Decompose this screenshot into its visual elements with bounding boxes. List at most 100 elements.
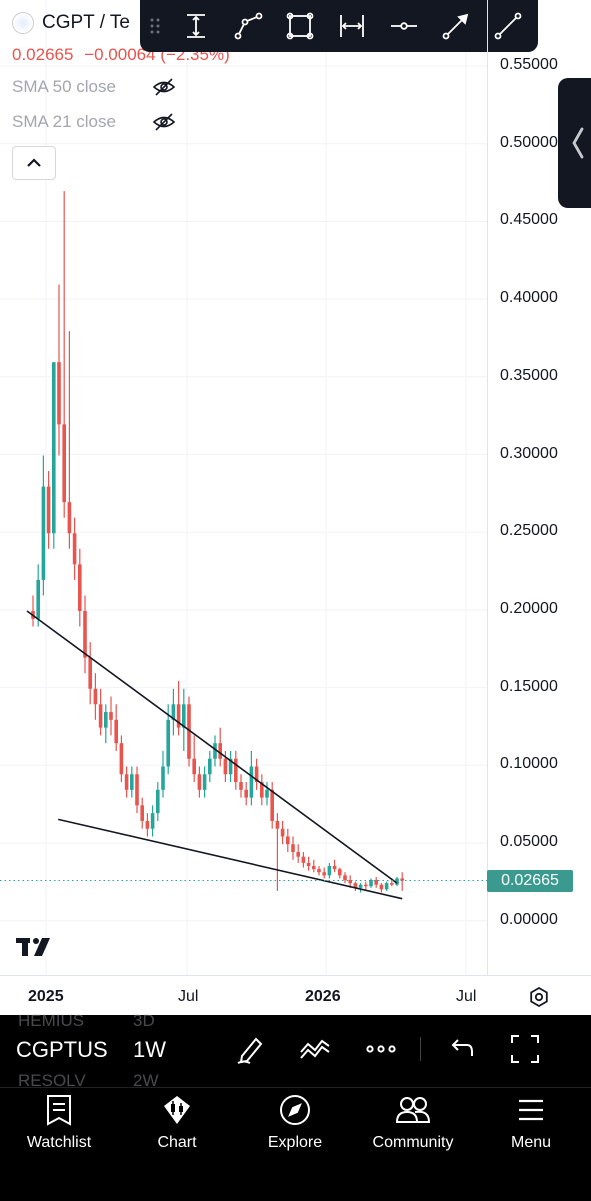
candle-body — [124, 774, 129, 790]
indicator-label: SMA 50 close — [12, 77, 116, 96]
candle-body — [41, 486, 46, 580]
arrow-icon[interactable] — [430, 3, 482, 49]
vertical-range-icon[interactable] — [170, 3, 222, 49]
candle-body — [260, 782, 264, 798]
candle-body — [187, 704, 191, 759]
price-label: 0.20000 — [500, 599, 558, 617]
candle — [327, 862, 332, 879]
candle-body — [327, 866, 332, 876]
indicators-icon[interactable] — [298, 1032, 332, 1066]
settings-gear-icon[interactable] — [528, 986, 550, 1008]
ghost-row-text: 2W — [133, 1071, 159, 1090]
price-label: 0.55000 — [500, 56, 558, 73]
candle — [280, 820, 285, 845]
candle-body — [140, 805, 144, 821]
candle-body — [249, 766, 254, 798]
candle-body — [171, 704, 176, 720]
nav-tab-label: Community — [372, 1134, 454, 1151]
symbol-selector[interactable]: CGPTUS — [16, 1037, 108, 1062]
eye-hidden-icon[interactable] — [152, 77, 176, 97]
candle — [338, 867, 342, 879]
candle-body — [197, 774, 202, 790]
candle-body — [83, 611, 87, 658]
nav-tab-explore[interactable]: Explore — [240, 1094, 350, 1154]
indicator-sma50[interactable]: SMA 50 close — [12, 77, 116, 97]
price-label: 0.45000 — [500, 211, 558, 229]
candle — [291, 836, 295, 860]
undo-icon[interactable] — [443, 1032, 477, 1066]
nav-tab-label: Chart — [157, 1134, 197, 1151]
trend-line-lower — [58, 818, 403, 900]
path-icon[interactable] — [222, 3, 274, 49]
collapse-legend-button[interactable] — [12, 146, 56, 180]
last-price-tag: 0.02665 — [487, 869, 573, 892]
candle — [301, 852, 306, 868]
ghost-row-text: HEMIUS — [18, 1011, 85, 1030]
candle — [270, 782, 274, 829]
compass-icon — [280, 1095, 310, 1125]
candle — [197, 766, 202, 798]
candle-body — [119, 743, 124, 775]
ghost-row-text: RESOLV — [18, 1071, 86, 1090]
candle-body — [374, 880, 378, 885]
candle — [150, 805, 155, 837]
nav-tab-menu[interactable]: Menu — [476, 1094, 586, 1154]
horizontal-line-icon[interactable] — [378, 3, 430, 49]
candle — [265, 782, 269, 806]
interval-selector[interactable]: 1W — [133, 1037, 166, 1062]
price-label: 0.25000 — [500, 522, 558, 540]
grip-icon[interactable] — [140, 11, 170, 41]
candle — [119, 735, 124, 783]
candle — [296, 844, 300, 863]
candlestick-chart[interactable] — [0, 0, 487, 975]
candle-body — [104, 712, 108, 728]
date-range-icon[interactable] — [326, 3, 378, 49]
right-panel-tab[interactable] — [558, 78, 591, 208]
candle — [78, 548, 82, 627]
candle — [156, 782, 160, 821]
candle — [317, 866, 321, 876]
candle-body — [62, 424, 66, 503]
candle — [171, 688, 176, 736]
candle-body — [239, 782, 243, 790]
eye-hidden-icon[interactable] — [152, 112, 176, 132]
nav-tab-watchlist[interactable]: Watchlist — [4, 1094, 114, 1154]
ghost-row-text: 3D — [133, 1011, 155, 1030]
price-label: 0.50000 — [500, 133, 558, 151]
rectangle-icon[interactable] — [274, 3, 326, 49]
fullscreen-icon[interactable] — [508, 1032, 542, 1066]
candle — [286, 828, 290, 853]
candle — [41, 455, 46, 596]
price-label: 0.05000 — [500, 833, 558, 850]
candle — [234, 750, 238, 790]
price-label: 0.00000 — [500, 910, 558, 928]
candle-body — [358, 884, 363, 888]
community-icon — [395, 1097, 431, 1123]
indicator-sma21[interactable]: SMA 21 close — [12, 112, 116, 132]
price-axis[interactable]: 0.55000 0.50000 0.45000 0.40000 0.35000 0.300… — [487, 0, 591, 975]
more-icon[interactable] — [364, 1032, 398, 1066]
nav-tab-label: Watchlist — [26, 1134, 92, 1151]
chart-area[interactable]: CGPT / Te 0.02665 −0.00064 (−2.35%) SMA … — [0, 0, 591, 1015]
candle-body — [390, 883, 394, 885]
candle — [312, 859, 316, 873]
candle — [104, 704, 108, 744]
chevron-left-icon — [572, 127, 584, 159]
time-axis[interactable]: 2025 Jul 2026 Jul — [0, 975, 591, 1016]
chevron-up-icon — [27, 158, 41, 167]
candle-body — [166, 719, 170, 767]
nav-tab-chart[interactable]: Chart — [122, 1094, 232, 1154]
drawing-toolbar — [140, 0, 538, 52]
candle — [218, 727, 222, 767]
pen-icon[interactable] — [234, 1032, 268, 1066]
candle — [83, 595, 87, 674]
candle — [67, 331, 72, 549]
symbol-title[interactable]: CGPT / Te — [12, 12, 130, 34]
time-label: 2025 — [28, 988, 64, 1005]
candle-body — [270, 789, 274, 821]
candle-body — [254, 766, 259, 783]
trend-line-icon[interactable] — [482, 3, 534, 49]
nav-tab-label: Menu — [510, 1134, 552, 1151]
candle — [124, 766, 129, 798]
nav-tab-community[interactable]: Community — [358, 1094, 468, 1154]
